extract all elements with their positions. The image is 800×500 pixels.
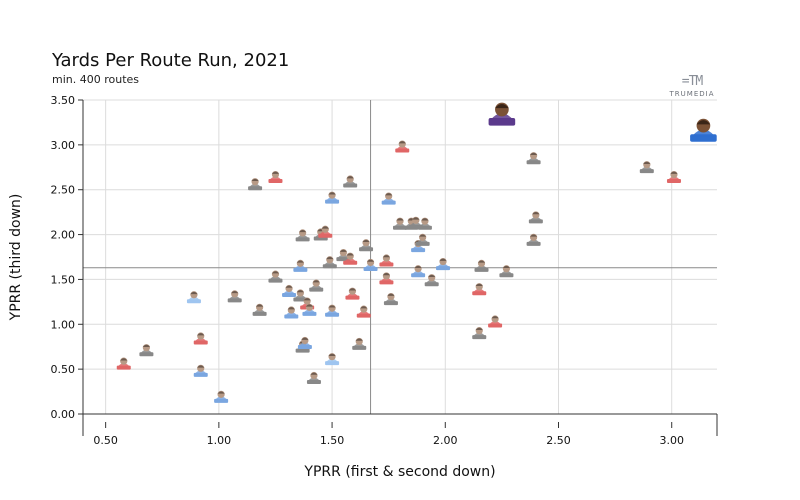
player-point[interactable] — [415, 233, 430, 246]
player-point[interactable] — [363, 258, 378, 271]
y-axis-title: YPRR (third down) — [8, 194, 24, 322]
player-point[interactable] — [309, 279, 324, 292]
chart-title: Yards Per Route Run, 2021 — [52, 50, 290, 71]
y-tick-label: 1.50 — [51, 273, 76, 286]
axes: 0.00 0.50 1.00 1.50 2.00 2.50 3.00 3.50 0.50 1.00… — [51, 94, 718, 447]
player-point[interactable] — [284, 306, 299, 319]
player-point[interactable] — [186, 291, 201, 304]
data-points — [116, 102, 717, 403]
player-point[interactable] — [528, 211, 543, 224]
player-point[interactable] — [379, 272, 394, 285]
player-point[interactable] — [383, 292, 398, 306]
player-point[interactable] — [526, 233, 541, 246]
player-point[interactable] — [302, 303, 317, 316]
player-point[interactable] — [526, 152, 541, 165]
player-point[interactable] — [116, 357, 131, 370]
brand-name: TRUMEDIA — [669, 90, 715, 98]
player-point[interactable] — [417, 217, 432, 230]
player-point[interactable] — [318, 225, 333, 238]
y-tick-label: 2.50 — [51, 184, 76, 197]
player-point[interactable] — [343, 175, 358, 188]
player-point[interactable] — [268, 170, 283, 184]
y-tick-label: 0.00 — [51, 408, 76, 421]
x-tick-label: 0.50 — [93, 434, 118, 447]
y-tick-label: 2.00 — [51, 229, 76, 242]
x-tick-label: 2.50 — [546, 434, 571, 447]
x-tick-label: 2.00 — [433, 434, 458, 447]
chart-subtitle: min. 400 routes — [52, 73, 140, 86]
x-axis-title: YPRR (first & second down) — [303, 464, 495, 480]
player-point[interactable] — [472, 327, 487, 340]
player-point[interactable] — [345, 287, 360, 300]
x-tick-label: 3.00 — [659, 434, 684, 447]
brand-logo-icon: =TM — [681, 74, 703, 89]
player-point[interactable] — [214, 390, 229, 403]
player-point[interactable] — [306, 371, 321, 385]
player-point[interactable] — [499, 265, 514, 278]
player-point[interactable] — [436, 257, 451, 271]
player-point[interactable] — [193, 332, 208, 345]
player-point[interactable] — [472, 283, 487, 296]
player-point[interactable] — [359, 239, 374, 252]
player-point[interactable] — [293, 259, 308, 272]
player-point[interactable] — [193, 364, 208, 377]
player-point[interactable] — [411, 265, 426, 278]
player-point[interactable] — [424, 274, 439, 287]
player-point[interactable] — [297, 336, 312, 350]
y-tick-label: 1.00 — [51, 318, 76, 331]
player-point[interactable] — [325, 353, 340, 366]
player-point[interactable] — [139, 344, 154, 357]
y-tick-label: 3.00 — [51, 139, 76, 152]
player-point[interactable] — [322, 256, 337, 269]
player-point[interactable] — [393, 217, 407, 230]
y-tick-label: 3.50 — [51, 94, 76, 107]
player-point[interactable] — [488, 315, 503, 328]
player-point[interactable] — [248, 178, 263, 191]
player-point[interactable] — [639, 161, 654, 174]
player-point[interactable] — [282, 284, 297, 297]
player-point[interactable] — [295, 229, 310, 242]
player-point[interactable] — [690, 118, 717, 142]
player-point[interactable] — [488, 102, 516, 126]
player-point[interactable] — [381, 192, 396, 205]
reference-lines — [83, 100, 717, 414]
player-point[interactable] — [352, 337, 367, 350]
x-tick-label: 1.50 — [320, 434, 345, 447]
player-point[interactable] — [325, 304, 340, 317]
brand-logo: =TM TRUMEDIA — [662, 74, 722, 98]
x-tick-label: 1.00 — [207, 434, 232, 447]
player-point[interactable] — [474, 259, 489, 272]
y-tick-label: 0.50 — [51, 363, 76, 376]
player-point[interactable] — [395, 140, 410, 153]
player-point[interactable] — [252, 303, 267, 316]
player-point[interactable] — [227, 290, 242, 303]
player-point[interactable] — [666, 170, 681, 184]
player-point[interactable] — [379, 254, 394, 267]
player-point[interactable] — [343, 252, 358, 265]
player-point[interactable] — [268, 270, 283, 283]
player-point[interactable] — [356, 305, 371, 318]
player-point[interactable] — [325, 191, 340, 204]
